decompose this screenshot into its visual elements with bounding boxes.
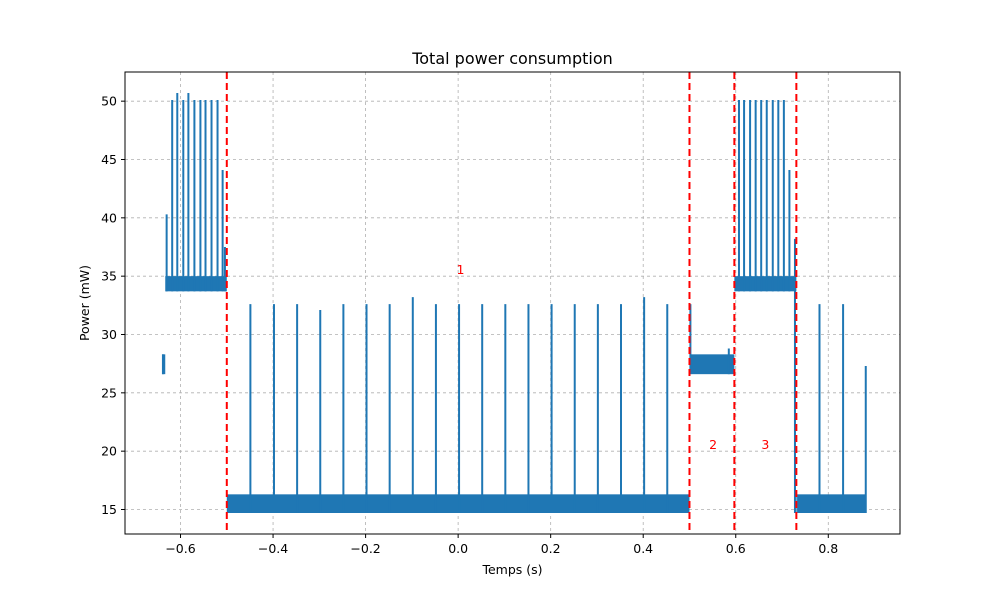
y-tick-label: 15 (101, 502, 117, 517)
y-axis: 15 20 25 30 35 40 45 50 (101, 94, 125, 517)
y-tick-label: 20 (101, 444, 117, 459)
y-tick-label: 50 (101, 94, 117, 109)
y-tick-label: 30 (101, 327, 117, 342)
chart-title: Total power consumption (411, 49, 613, 68)
section-annotations: 1 2 3 (456, 262, 769, 452)
section-annotation: 3 (761, 437, 769, 452)
y-axis-label: Power (mW) (77, 265, 92, 341)
x-tick-label: 0.2 (541, 541, 561, 556)
x-axis-label: Temps (s) (481, 562, 542, 577)
series-spikes (161, 93, 867, 513)
section-markers (225, 72, 798, 534)
y-tick-label: 35 (101, 269, 117, 284)
x-axis: −0.6 −0.4 −0.2 0.0 0.2 0.4 0.6 0.8 (165, 534, 838, 556)
plot-frame (124, 71, 901, 535)
series-baseline (797, 494, 867, 513)
series-baseline (689, 354, 735, 375)
x-tick-label: −0.2 (350, 541, 380, 556)
x-tick-label: 0.8 (818, 541, 838, 556)
y-tick-label: 25 (101, 385, 117, 400)
x-tick-label: 0.4 (633, 541, 653, 556)
x-tick-label: 0.0 (448, 541, 468, 556)
x-tick-label: −0.4 (258, 541, 288, 556)
y-tick-label: 40 (101, 210, 117, 225)
section-annotation: 1 (456, 262, 464, 277)
x-tick-label: 0.6 (726, 541, 746, 556)
x-tick-label: −0.6 (165, 541, 195, 556)
section-annotation: 2 (709, 437, 717, 452)
y-tick-label: 45 (101, 152, 117, 167)
